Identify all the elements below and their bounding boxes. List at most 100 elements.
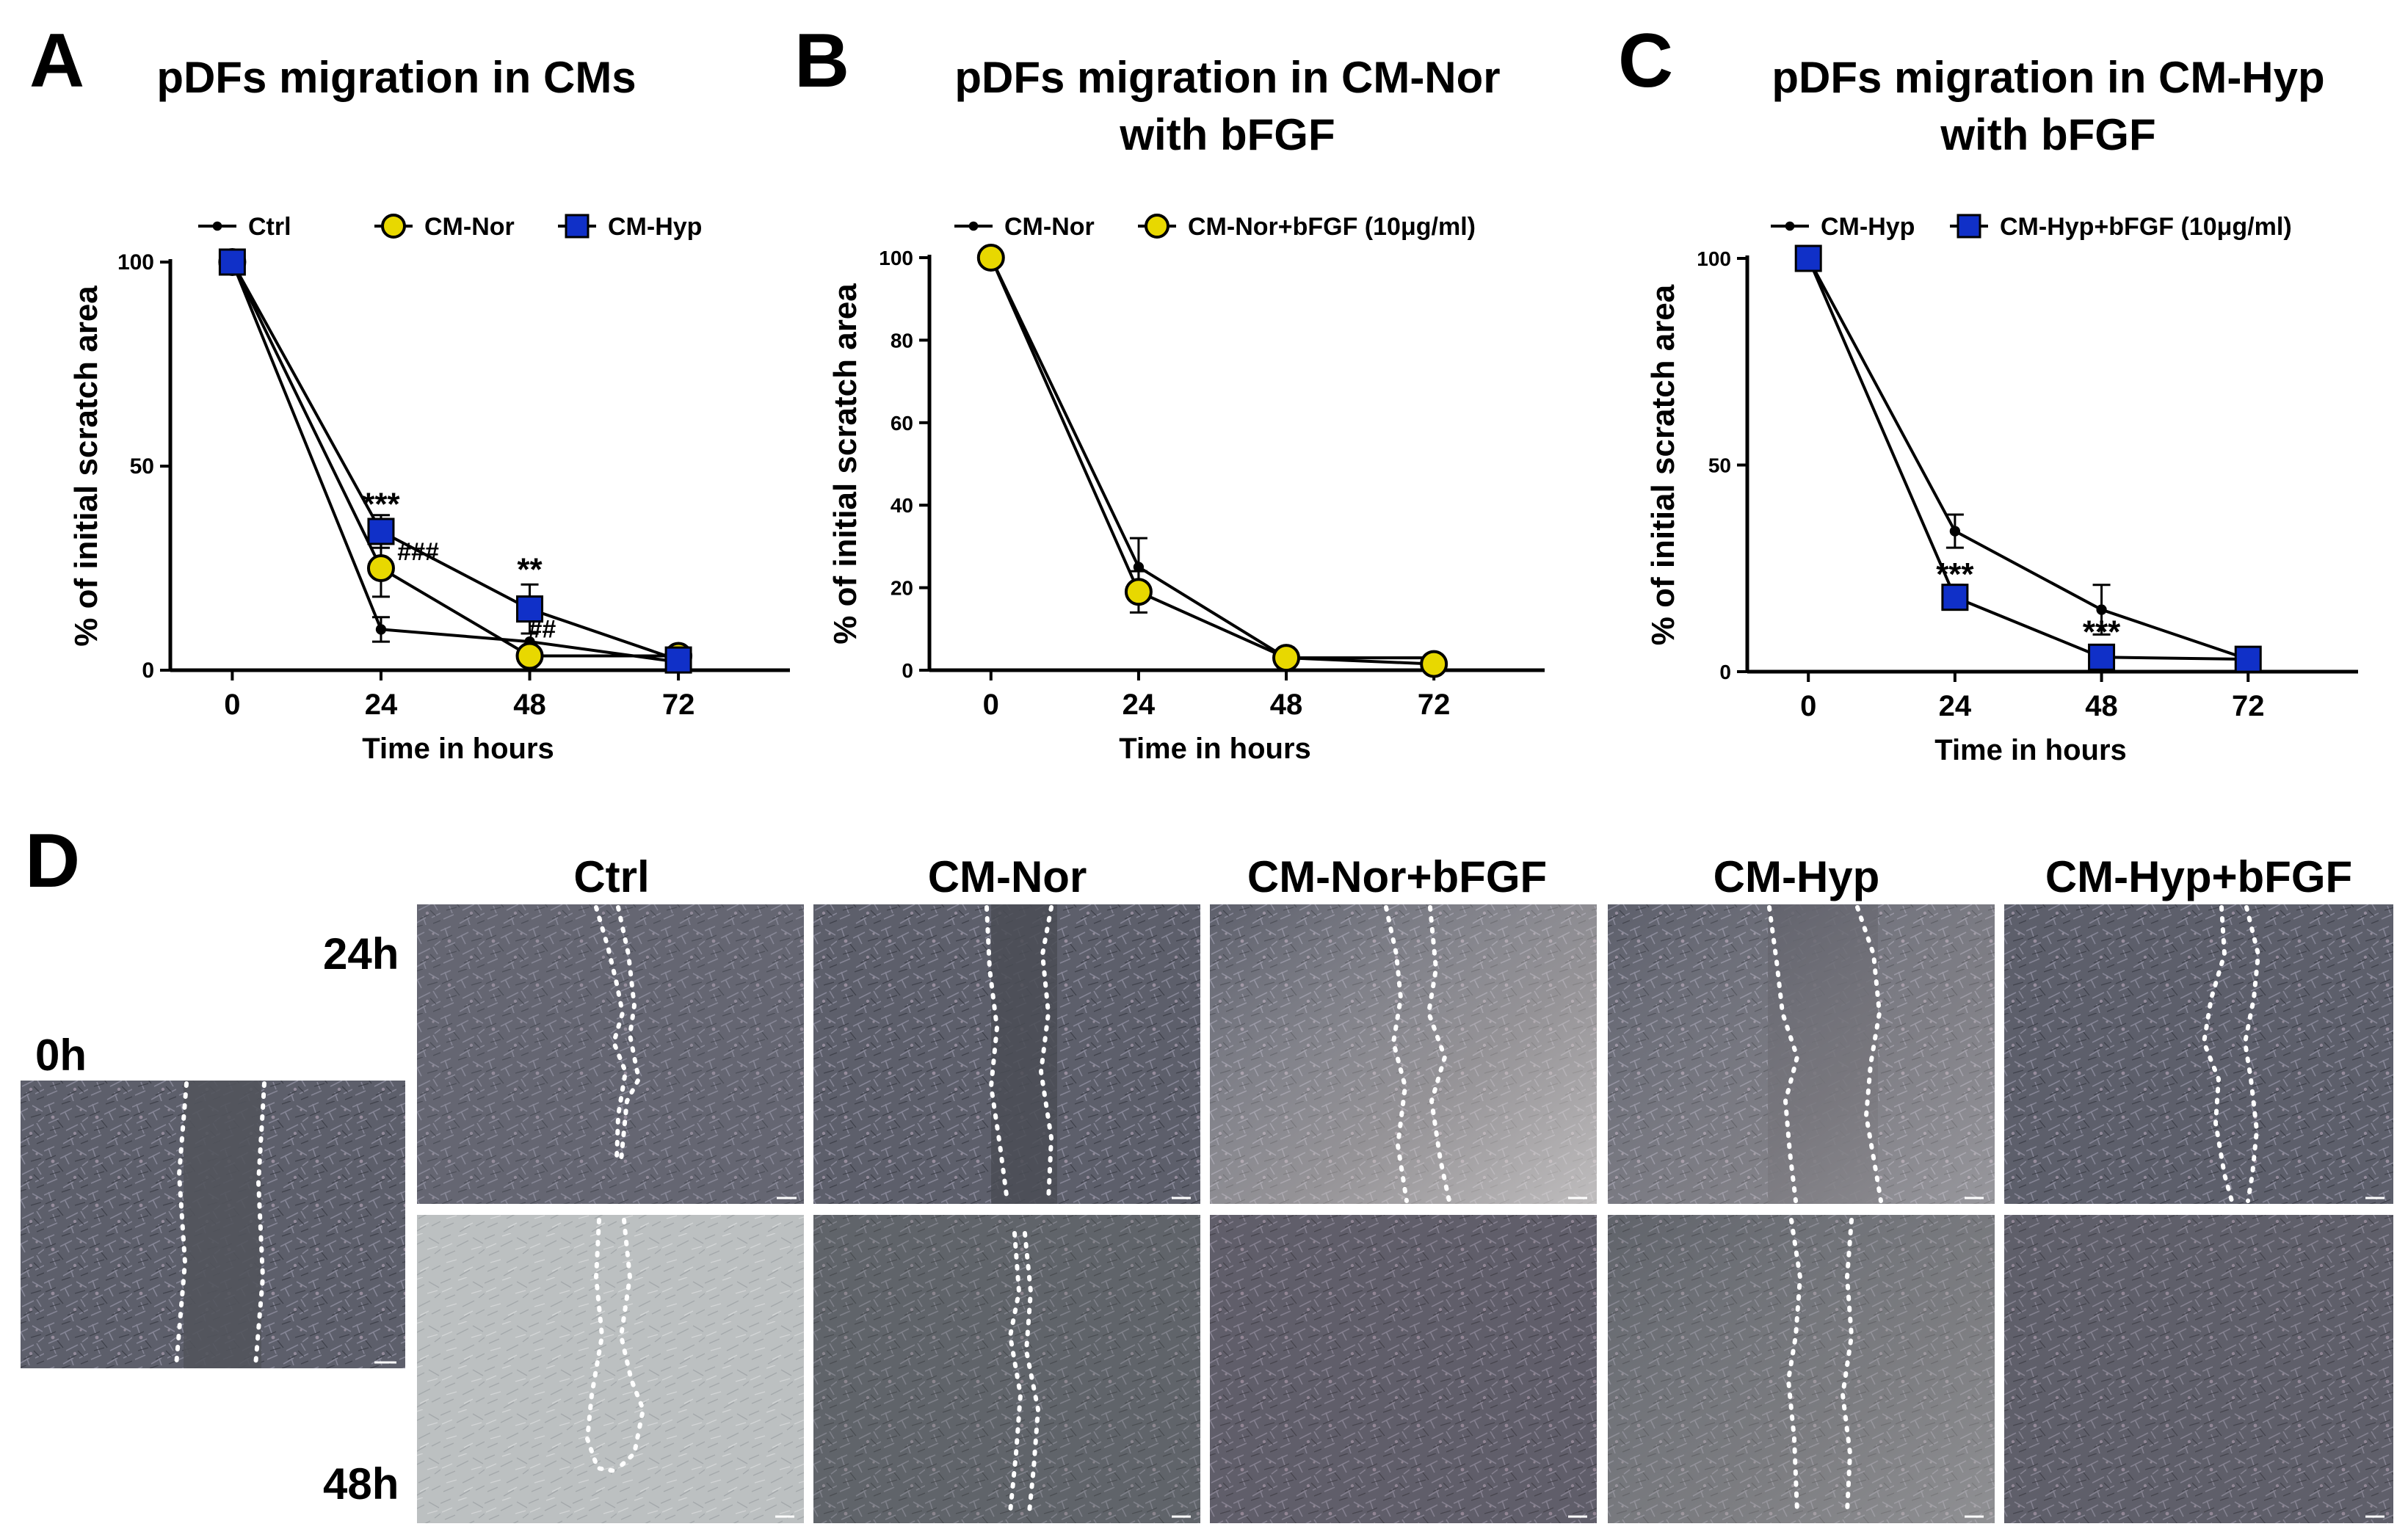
y-tick-label: 50: [130, 454, 154, 479]
data-point: [515, 642, 544, 670]
data-point: [218, 248, 246, 276]
micrograph-ctrl-24h: [417, 904, 804, 1204]
series-cm-nor: [218, 248, 693, 670]
panel-c-title-line1: pDFs migration in CM-Hyp: [1771, 53, 2324, 102]
data-point: [664, 646, 692, 674]
x-tick-label: 0: [1800, 690, 1816, 722]
y-tick-label: 100: [879, 247, 913, 269]
series-line: [989, 257, 1435, 660]
data-point: [968, 221, 979, 231]
y-tick-label: 80: [891, 329, 913, 352]
data-point: [1785, 221, 1795, 231]
significance-annotation: ###: [397, 538, 439, 566]
panel-a-title: pDFs migration in CMs: [156, 53, 636, 102]
panel-c-title-line2: with bFGF: [1940, 110, 2155, 159]
y-axis-label: % of initial scratch area: [827, 283, 863, 645]
panel-letter-a: A: [29, 18, 84, 104]
micrograph-cm-hyp-bfgf-48h: [2004, 1215, 2393, 1523]
data-point: [1133, 562, 1145, 573]
column-label-cm-nor-bfgf: CM-Nor+bFGF: [1247, 852, 1547, 901]
micrograph-panel: Ctrl CM-Nor CM-Nor+bFGF CM-Hyp CM-Hyp+bF…: [21, 852, 2393, 1523]
legend-item: CM-Hyp: [1771, 213, 1915, 241]
micrograph-0h: [21, 1081, 405, 1368]
series-cm-hyp: [1803, 253, 2254, 665]
data-point: [2096, 604, 2107, 615]
micrograph-cm-nor-24h: [813, 904, 1200, 1204]
data-point: [381, 214, 406, 239]
panel-b-title-line1: pDFs migration in CM-Nor: [954, 53, 1500, 102]
y-tick-label: 0: [902, 659, 913, 682]
data-point: [976, 244, 1005, 272]
series-line: [989, 257, 1435, 666]
data-point: [1956, 214, 1981, 239]
legend-label: CM-Hyp+bFGF (10μg/ml): [2000, 213, 2292, 241]
data-point: [1420, 650, 1448, 678]
x-tick-label: 72: [2232, 690, 2265, 722]
x-tick-label: 0: [224, 689, 240, 721]
data-point: [1145, 214, 1169, 239]
panel-letter-c: C: [1618, 18, 1673, 104]
legend-item: CM-Nor: [374, 213, 515, 241]
y-tick-label: 20: [891, 577, 913, 600]
series-line: [1807, 258, 2249, 661]
row-label-24h: 24h: [323, 929, 399, 979]
data-point: [1941, 584, 1969, 611]
y-tick-label: 100: [117, 250, 154, 275]
y-tick-label: 0: [1719, 661, 1731, 683]
data-point: [1124, 578, 1153, 606]
data-point: [2234, 645, 2262, 673]
series-cm-hyp-bfgf-10-g-ml: [1794, 244, 2262, 673]
series-cm-nor-bfgf-10-g-ml: [976, 244, 1448, 678]
legend-label: CM-Nor: [424, 213, 515, 241]
x-tick-label: 0: [983, 689, 999, 721]
legend: CM-Nor CM-Nor+bFGF (10μg/ml): [954, 213, 1476, 241]
x-tick-label: 72: [1418, 689, 1451, 721]
x-tick-label: 48: [1270, 689, 1303, 721]
series-line: [231, 261, 679, 664]
x-tick-label: 24: [365, 689, 398, 721]
data-point: [367, 518, 395, 545]
legend-item: Ctrl: [198, 213, 291, 241]
significance-annotation: ##: [528, 616, 556, 644]
x-axis-label: Time in hours: [362, 733, 554, 765]
micrograph-cm-hyp-24h: [1608, 904, 1995, 1204]
significance-annotation: ***: [2083, 614, 2121, 650]
legend-item: CM-Nor: [954, 213, 1095, 241]
column-label-cm-hyp-bfgf: CM-Hyp+bFGF: [2045, 852, 2352, 901]
legend-item: CM-Nor+bFGF (10μg/ml): [1138, 213, 1476, 241]
y-tick-label: 40: [891, 494, 913, 517]
legend-label: CM-Hyp: [1821, 213, 1915, 241]
panel-letter-b: B: [794, 18, 849, 104]
panel-b-title-line2: with bFGF: [1119, 110, 1335, 159]
x-tick-label: 48: [513, 689, 546, 721]
panel-b-header: B pDFs migration in CM-Nor with bFGF: [794, 18, 1501, 159]
panel-a-header: A pDFs migration in CMs: [29, 18, 637, 104]
column-label-ctrl: Ctrl: [573, 852, 649, 901]
data-point: [375, 624, 387, 635]
y-tick-label: 100: [1697, 247, 1731, 270]
row-label-0h: 0h: [35, 1031, 87, 1080]
legend-item: CM-Hyp: [558, 213, 702, 241]
column-label-cm-hyp: CM-Hyp: [1713, 852, 1880, 901]
legend-label: CM-Nor+bFGF (10μg/ml): [1188, 213, 1476, 241]
data-point: [366, 554, 395, 582]
x-tick-label: 24: [1123, 689, 1156, 721]
data-point: [1272, 644, 1301, 672]
chart-b: 0 20 40 60 80 100 0 24 48 72 Time in hours % of ini…: [827, 213, 1545, 765]
significance-annotation: ***: [362, 487, 400, 523]
x-tick-label: 48: [2085, 690, 2118, 722]
x-tick-label: 72: [662, 689, 695, 721]
legend-label: Ctrl: [248, 213, 291, 241]
chart-c: 0 50 100 0 24 48 72 Time in hours % of initial s…: [1645, 213, 2358, 766]
series-ctrl: [227, 256, 684, 668]
series-line: [231, 261, 679, 661]
legend-label: CM-Nor: [1004, 213, 1095, 241]
data-point: [1949, 526, 1961, 537]
y-axis-label: % of initial scratch area: [68, 286, 104, 647]
data-point: [2088, 643, 2116, 671]
micrograph-ctrl-48h: [417, 1215, 804, 1523]
y-axis-label: % of initial scratch area: [1645, 284, 1681, 645]
micrograph-cm-nor-bfgf-24h: [1210, 904, 1597, 1204]
legend: Ctrl CM-Nor CM-Hyp: [198, 213, 702, 241]
